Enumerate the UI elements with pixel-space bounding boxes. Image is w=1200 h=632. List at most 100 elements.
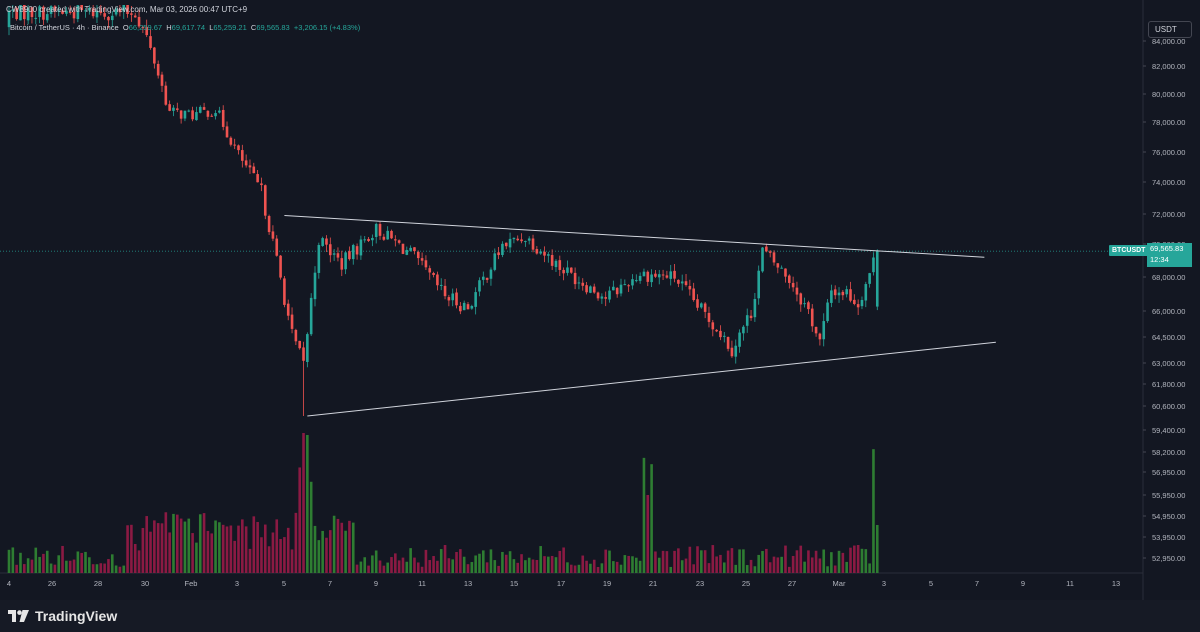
- tradingview-logo[interactable]: TradingView: [8, 608, 117, 624]
- candle-body: [137, 16, 141, 27]
- candle-body: [279, 255, 282, 278]
- x-tick-label: 11: [418, 579, 426, 588]
- candle-body: [443, 285, 447, 297]
- candle-body: [11, 9, 15, 11]
- volume-bar: [608, 550, 611, 573]
- volume-bar: [784, 545, 787, 573]
- volume-bar: [531, 559, 535, 573]
- candle-body: [168, 104, 171, 111]
- volume-bar: [248, 548, 252, 573]
- candle-body: [88, 7, 91, 11]
- candle-body: [680, 281, 684, 284]
- candle-body: [619, 284, 623, 294]
- volume-bar: [696, 546, 699, 573]
- y-tick-label: 60,600.00: [1152, 402, 1185, 411]
- candle-body: [462, 302, 466, 311]
- volume-bar: [19, 552, 22, 573]
- candle-body: [791, 282, 795, 288]
- candle-body: [627, 285, 630, 287]
- volume-bar: [103, 563, 106, 573]
- x-tick-label: 3: [882, 579, 886, 588]
- candle-body: [784, 268, 787, 277]
- volume-bar: [719, 554, 722, 573]
- volume-bar: [263, 524, 267, 573]
- candle-body: [585, 285, 588, 293]
- currency-selector[interactable]: USDT: [1148, 21, 1192, 38]
- volume-bar: [325, 537, 328, 573]
- x-tick-label: 5: [929, 579, 933, 588]
- volume-bar: [470, 562, 474, 573]
- volume-bar: [845, 561, 848, 573]
- volume-bar: [703, 550, 707, 573]
- volume-bar: [214, 520, 217, 573]
- volume-bar: [462, 556, 466, 573]
- volume-bar: [198, 514, 202, 573]
- volume-bar: [566, 562, 569, 573]
- x-tick-label: 25: [742, 579, 750, 588]
- candle-body: [19, 5, 22, 21]
- candle-body: [229, 137, 233, 145]
- volume-bar: [757, 554, 760, 573]
- candle-body: [520, 239, 523, 242]
- volume-bar: [329, 530, 332, 573]
- candle-body: [118, 8, 122, 13]
- y-tick-label: 78,000.00: [1152, 118, 1185, 127]
- close-value: 69,565.83: [256, 23, 290, 32]
- volume-bar: [849, 547, 852, 573]
- volume-bar: [336, 518, 340, 573]
- price-chart[interactable]: 84,000.00 82,000.00 80,000.00 78,000.00 76,0…: [0, 0, 1200, 600]
- volume-bar: [191, 533, 194, 573]
- candle-body: [501, 243, 504, 256]
- candle-body: [860, 299, 864, 307]
- volume-bar: [623, 555, 627, 573]
- volume-bar: [677, 548, 680, 573]
- volume-bar: [776, 557, 780, 573]
- volume-bar: [722, 562, 726, 573]
- y-tick-label: 64,500.00: [1152, 333, 1185, 342]
- candle-body: [241, 150, 244, 161]
- candle-body: [91, 8, 95, 17]
- volume-bar: [118, 566, 122, 573]
- candle-body: [95, 10, 99, 18]
- volume-bar: [788, 566, 791, 573]
- candle-body: [428, 268, 432, 273]
- volume-bar: [753, 566, 757, 573]
- candle-body: [688, 285, 692, 290]
- volume-bar: [168, 532, 171, 573]
- volume-bar: [600, 563, 604, 573]
- volume-bar: [726, 550, 730, 573]
- volume-bar: [543, 556, 546, 573]
- tradingview-mark-icon: [8, 610, 29, 622]
- volume-bar: [673, 550, 676, 573]
- change-value: +3,206.15 (+4.83%): [293, 23, 361, 32]
- volume-bar: [420, 566, 424, 573]
- candle-body: [114, 8, 118, 15]
- candle-body: [38, 6, 41, 18]
- volume-bar: [466, 564, 470, 573]
- volume-bar: [451, 559, 454, 573]
- volume-bar: [524, 560, 527, 573]
- volume-bar: [604, 549, 607, 573]
- volume-bar: [711, 545, 715, 573]
- volume-bar: [84, 551, 87, 573]
- candle-body: [845, 289, 848, 295]
- volume-bar: [638, 560, 642, 573]
- volume-bar: [183, 521, 187, 573]
- volume-bar: [348, 520, 351, 573]
- candle-body: [355, 246, 359, 255]
- volume-bar: [386, 562, 389, 573]
- candle-body: [325, 238, 328, 245]
- candle-body: [531, 238, 535, 250]
- candle-body: [788, 275, 791, 283]
- volume-bar: [482, 550, 485, 573]
- volume-bar: [577, 564, 581, 573]
- candle-body: [7, 10, 11, 28]
- volume-bar: [99, 563, 103, 573]
- y-tick-label: 66,000.00: [1152, 307, 1185, 316]
- candle-body: [49, 6, 53, 14]
- candle-body: [271, 231, 275, 239]
- candle-body: [527, 238, 531, 241]
- volume-bar: [378, 560, 382, 573]
- candle-body: [868, 273, 871, 284]
- chart-area[interactable]: 84,000.00 82,000.00 80,000.00 78,000.00 76,0…: [0, 0, 1200, 600]
